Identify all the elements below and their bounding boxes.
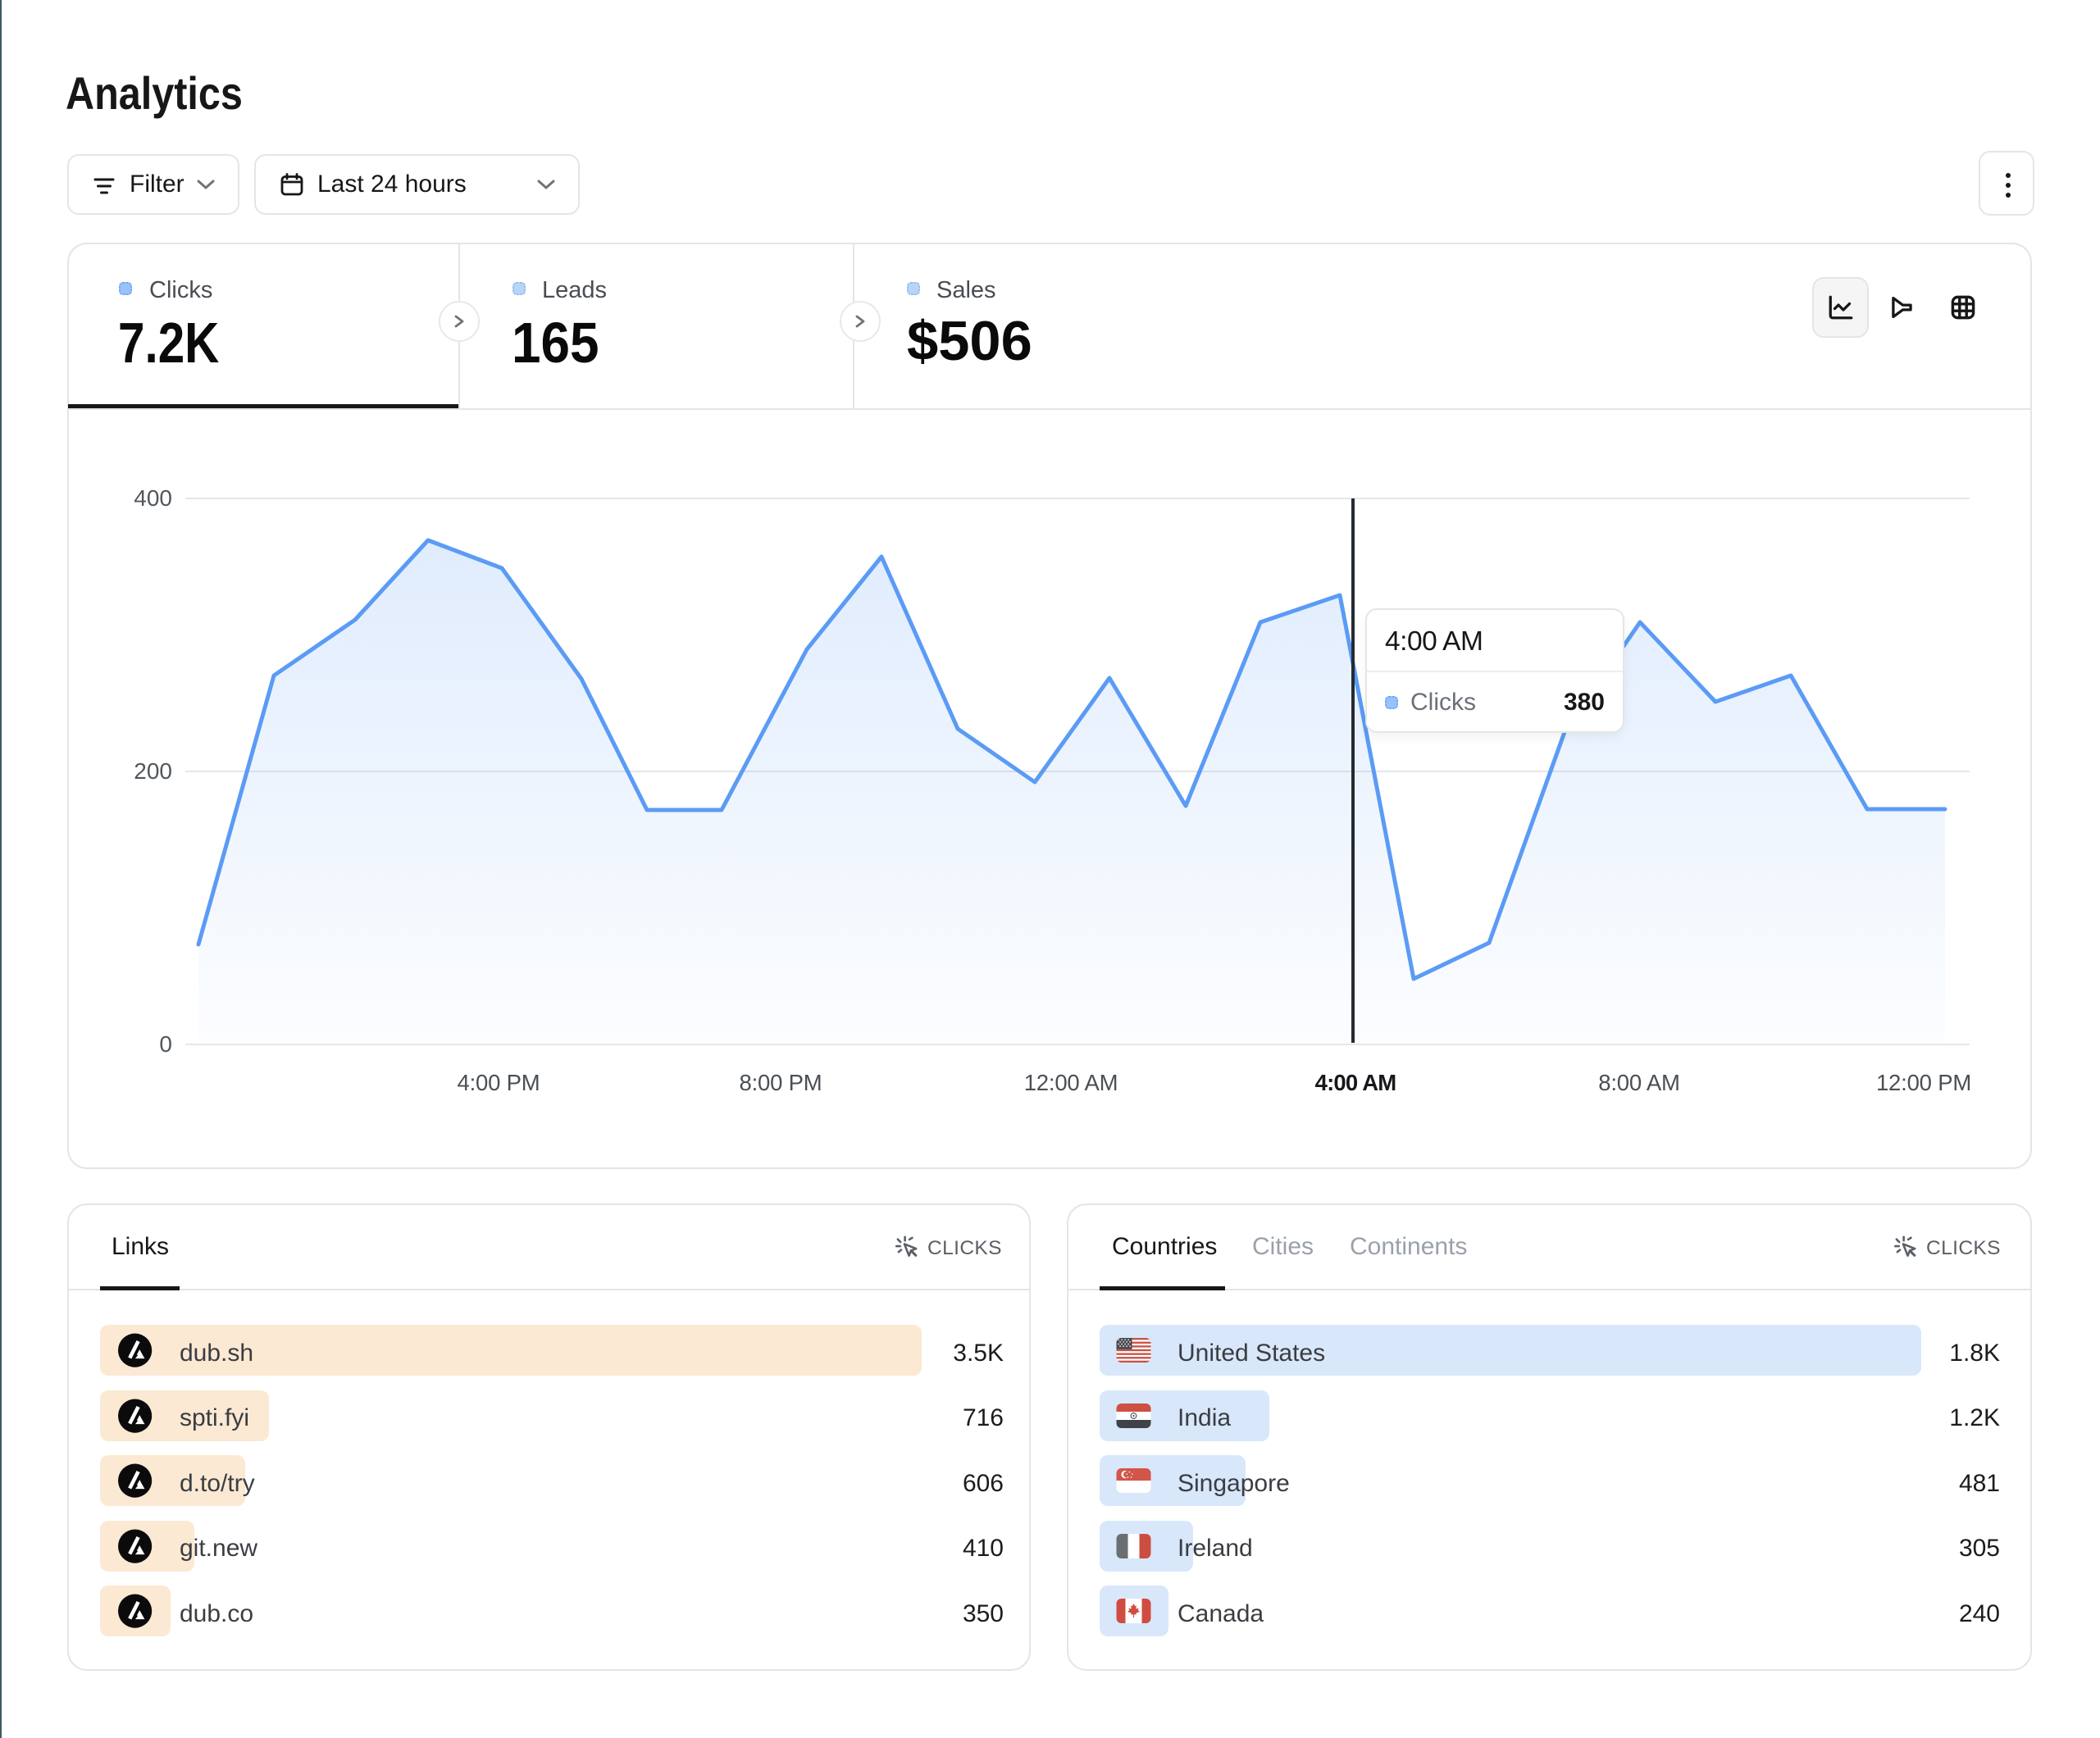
svg-text:4:00 PM: 4:00 PM	[457, 1070, 540, 1095]
svg-text:350: 350	[963, 1600, 1004, 1627]
svg-text:git.new: git.new	[180, 1535, 257, 1562]
svg-text:United States: United States	[1178, 1340, 1325, 1367]
svg-text:4:00 AM: 4:00 AM	[1315, 1070, 1396, 1095]
svg-text:410: 410	[963, 1535, 1004, 1562]
svg-text:716: 716	[963, 1404, 1004, 1431]
svg-text:240: 240	[1959, 1600, 2000, 1627]
svg-text:481: 481	[1959, 1470, 2000, 1497]
svg-text:Ireland: Ireland	[1178, 1535, 1253, 1562]
svg-text:200: 200	[134, 758, 172, 784]
svg-text:spti.fyi: spti.fyi	[180, 1404, 249, 1431]
svg-text:606: 606	[963, 1470, 1004, 1497]
svg-text:12:00 PM: 12:00 PM	[1876, 1070, 1971, 1095]
svg-text:3.5K: 3.5K	[953, 1340, 1004, 1367]
svg-text:1.2K: 1.2K	[1949, 1404, 2000, 1431]
svg-text:d.to/try: d.to/try	[180, 1470, 255, 1497]
svg-text:12:00 AM: 12:00 AM	[1024, 1070, 1118, 1095]
svg-text:400: 400	[134, 485, 172, 511]
svg-text:1.8K: 1.8K	[1949, 1340, 2000, 1367]
svg-text:305: 305	[1959, 1535, 2000, 1562]
svg-text:0: 0	[159, 1031, 172, 1057]
svg-text:Canada: Canada	[1178, 1600, 1264, 1627]
svg-text:India: India	[1178, 1404, 1231, 1431]
svg-text:8:00 PM: 8:00 PM	[739, 1070, 822, 1095]
svg-text:8:00 AM: 8:00 AM	[1598, 1070, 1680, 1095]
svg-text:Singapore: Singapore	[1178, 1470, 1290, 1497]
svg-text:dub.co: dub.co	[180, 1600, 253, 1627]
svg-text:dub.sh: dub.sh	[180, 1340, 253, 1367]
